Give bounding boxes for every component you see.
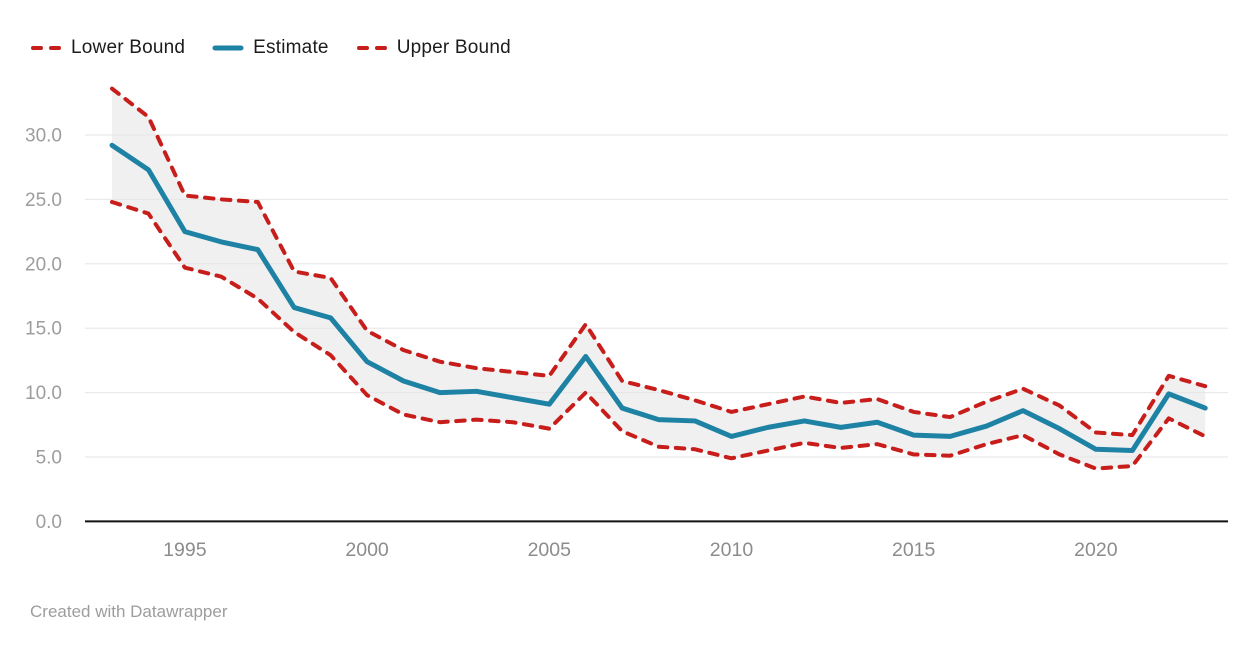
x-tick-label: 2015 (892, 539, 936, 561)
legend: Lower Bound Estimate Upper Bound (30, 37, 511, 59)
dashed-line-icon (356, 46, 387, 50)
data-lines (109, 86, 1208, 471)
x-tick-label: 2000 (345, 539, 389, 561)
legend-label: Upper Bound (396, 37, 511, 58)
y-tick-label: 5.0 (36, 448, 62, 469)
y-tick-label: 0.0 (36, 512, 62, 533)
lower-bound-line (110, 199, 1208, 471)
dashed-line-icon (31, 46, 61, 50)
legend-label: Estimate (253, 37, 329, 58)
y-tick-label: 30.0 (25, 126, 62, 147)
legend-item-lower-bound: Lower Bound (30, 37, 185, 59)
y-tick-label: 10.0 (25, 383, 62, 404)
estimate-line (109, 142, 1208, 454)
x-tick-label: 1995 (163, 539, 207, 561)
legend-item-upper-bound: Upper Bound (356, 37, 511, 59)
y-tick-label: 20.0 (25, 254, 62, 275)
x-tick-label: 2010 (710, 539, 754, 561)
y-tick-label: 25.0 (25, 190, 62, 211)
x-tick-label: 2020 (1074, 539, 1118, 561)
legend-label: Lower Bound (71, 37, 186, 58)
legend-item-estimate: Estimate (212, 37, 329, 59)
x-tick-label: 2005 (528, 539, 572, 561)
x-axis-labels: 1995 2000 2005 2010 2015 2020 (163, 539, 1118, 561)
y-gridlines (85, 134, 1228, 523)
solid-line-icon (212, 45, 244, 51)
datawrapper-credit-link[interactable]: Created with Datawrapper (30, 602, 228, 621)
y-tick-label: 15.0 (25, 319, 62, 340)
upper-bound-line (110, 86, 1208, 438)
y-axis-labels: 0.0 5.0 10.0 15.0 20.0 25.0 30.0 (25, 126, 62, 533)
